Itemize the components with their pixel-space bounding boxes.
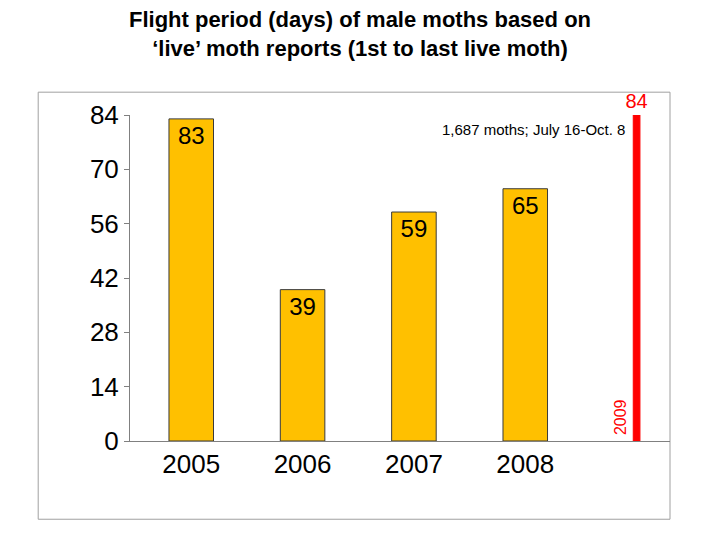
svg-text:84: 84 (90, 100, 119, 130)
svg-text:84: 84 (625, 90, 647, 112)
svg-text:83: 83 (178, 122, 205, 149)
svg-text:14: 14 (90, 372, 119, 402)
svg-text:2009: 2009 (612, 399, 629, 435)
svg-text:70: 70 (90, 154, 119, 184)
svg-text:28: 28 (90, 317, 119, 347)
svg-text:Flight period (days) of male m: Flight period (days) of male moths based… (129, 7, 591, 61)
svg-text:59: 59 (401, 215, 428, 242)
svg-text:42: 42 (90, 263, 119, 293)
svg-text:0: 0 (104, 426, 118, 456)
svg-text:2007: 2007 (385, 449, 443, 479)
svg-text:56: 56 (90, 209, 119, 239)
svg-text:1,687 moths; July 16-Oct. 8: 1,687 moths; July 16-Oct. 8 (442, 121, 625, 138)
svg-text:2006: 2006 (274, 449, 332, 479)
svg-text:39: 39 (289, 293, 316, 320)
svg-text:2008: 2008 (496, 449, 554, 479)
svg-text:65: 65 (512, 192, 539, 219)
svg-text:2005: 2005 (162, 449, 220, 479)
